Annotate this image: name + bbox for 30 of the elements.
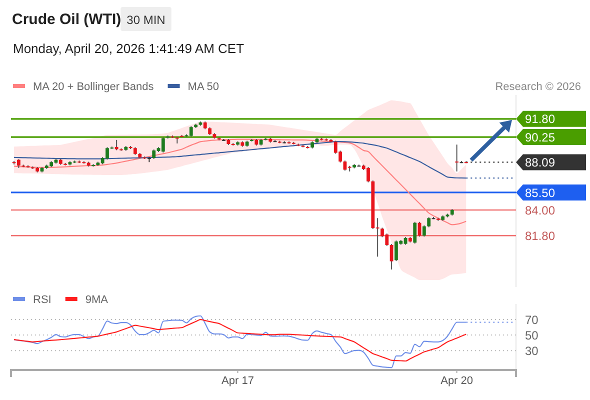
legend-label: MA 50 <box>188 80 219 93</box>
line-series <box>13 138 467 226</box>
chart-title: Crude Oil (WTI) <box>12 11 122 28</box>
y-tick-label: 85.50 <box>525 186 556 200</box>
candlestick <box>422 224 426 238</box>
x-tick-label: Apr 17 <box>222 374 254 387</box>
y-tick-label: 84.00 <box>525 203 556 218</box>
y-tick-label: 30 <box>525 344 539 358</box>
candlestick <box>427 216 431 228</box>
candlestick <box>390 244 394 270</box>
y-tick-label: 88.09 <box>525 156 556 170</box>
legend-label: RSI <box>33 294 52 306</box>
legend-label: 9MA <box>85 294 109 306</box>
candlestick <box>413 221 417 244</box>
candlestick <box>114 139 118 151</box>
chart-subtitle: Monday, April 20, 2026 1:41:49 AM CET <box>13 41 244 56</box>
text: 30 MIN <box>126 13 166 27</box>
y-tick-label: 81.80 <box>525 228 556 243</box>
candlestick <box>161 136 165 154</box>
line-series <box>13 318 467 362</box>
x-tick-label: Apr 20 <box>440 374 474 387</box>
candlestick <box>455 144 459 172</box>
y-tick-label: 50 <box>525 328 539 342</box>
y-tick-label: 70 <box>525 312 539 327</box>
y-tick-label: 90.25 <box>525 130 556 144</box>
candlestick <box>189 126 193 138</box>
candlestick <box>152 149 156 160</box>
text: Research © 2026 <box>495 81 581 93</box>
y-tick-label: 91.80 <box>525 112 556 126</box>
legend-label: MA 20 + Bollinger Bands <box>33 80 154 93</box>
